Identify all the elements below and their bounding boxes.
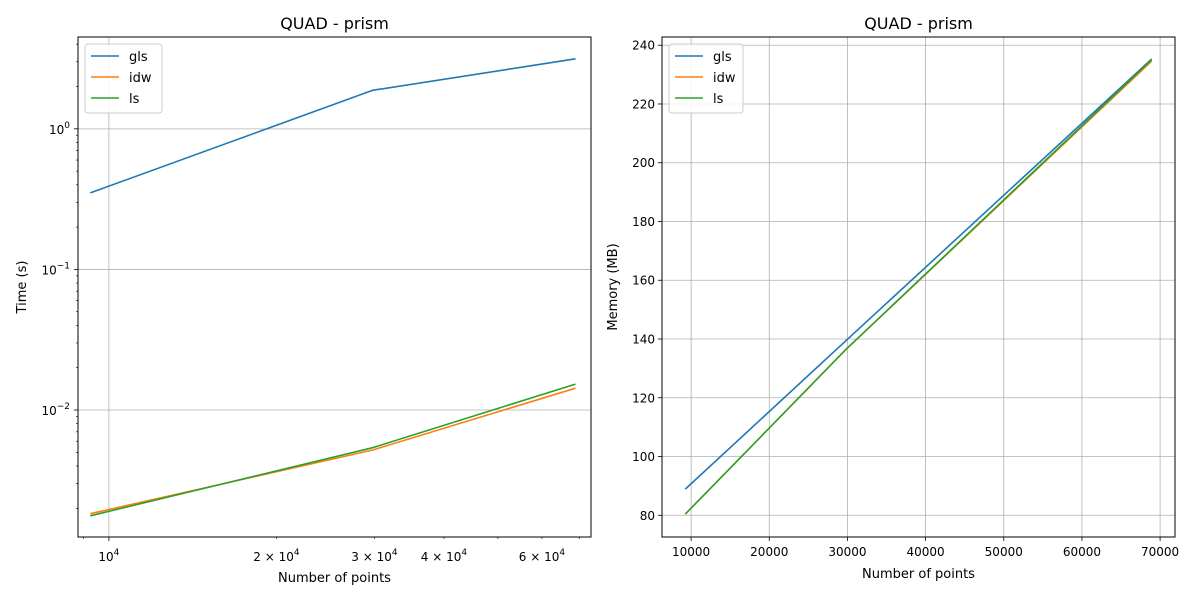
time-chart-frame [77,36,592,538]
legend-label-idw: idw [129,71,152,86]
x-tick-label: 2 × 104 [253,548,300,564]
series-line-gls [90,58,576,194]
x-tick-label: 30000 [828,545,866,559]
y-tick-label: 120 [632,391,655,405]
x-tick-label: 70000 [1141,545,1179,559]
memory-chart-ylabel: Memory (MB) [606,243,621,330]
x-tick-label: 6 × 104 [519,548,566,564]
series-line-gls [684,58,1153,490]
x-tick-label: 10000 [672,545,710,559]
y-tick-label: 140 [632,332,655,346]
series-line-ls [684,59,1153,515]
x-tick-label: 3 × 104 [351,548,398,564]
series-line-ls [90,383,576,517]
y-tick-label: 240 [632,39,655,53]
y-tick-label: 160 [632,274,655,288]
y-tick-label: 180 [632,215,655,229]
memory-chart-frame [661,36,1176,538]
x-tick-label: 4 × 104 [421,548,468,564]
memory-chart-legend: gls idw ls [668,43,744,114]
y-tick-label: 100 [632,450,655,464]
legend-label-ls: ls [713,92,724,107]
legend-box [84,43,163,114]
time-chart-legend: gls idw ls [84,43,163,114]
y-tick-label: 100 [49,121,70,137]
time-chart-lines [90,58,576,517]
y-tick-label: 10−2 [41,402,70,418]
memory-chart-lines [684,58,1153,515]
memory-chart-title: QUAD - prism [864,14,973,33]
memory-chart: QUAD - prism 10000 20000 30000 40000 50000 60… [606,14,1179,582]
legend-label-gls: gls [713,50,732,65]
memory-chart-ticks: 10000 20000 30000 40000 50000 60000 70000 80 100… [632,39,1179,559]
y-tick-label: 80 [640,509,655,523]
time-chart-title: QUAD - prism [280,14,389,33]
time-chart-xlabel: Number of points [278,571,391,586]
x-tick-label: 50000 [985,545,1023,559]
y-tick-label: 220 [632,97,655,111]
legend-box [668,43,744,114]
x-tick-label: 20000 [750,545,788,559]
time-chart: QUAD - prism 104 2 × 104 3 × 104 4 × 104 6 ×… [15,14,592,586]
legend-label-idw: idw [713,71,736,86]
memory-chart-xlabel: Number of points [862,567,975,582]
memory-chart-grid [662,37,1175,537]
legend-label-ls: ls [129,92,140,107]
y-tick-label: 10−1 [41,261,70,277]
x-tick-label: 40000 [907,545,945,559]
legend-label-gls: gls [129,50,148,65]
time-chart-ylabel: Time (s) [15,261,30,315]
x-tick-label: 104 [98,548,119,564]
y-tick-label: 200 [632,156,655,170]
x-tick-label: 60000 [1063,545,1101,559]
time-chart-ticks: 104 2 × 104 3 × 104 4 × 104 6 × 104 100 10−1 10… [41,43,580,564]
